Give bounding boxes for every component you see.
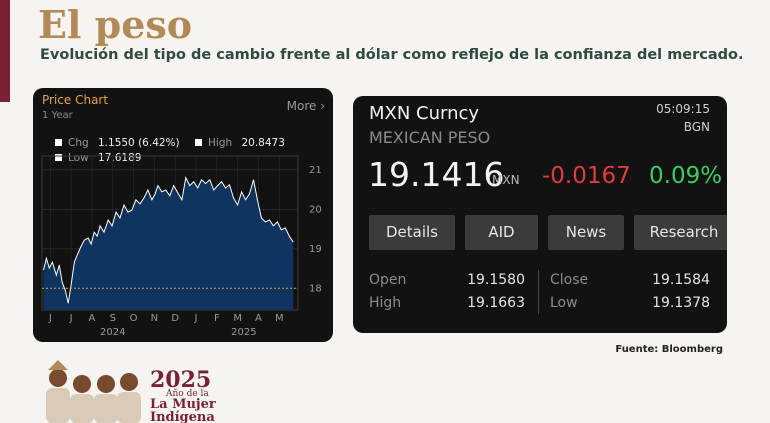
x-tick-label: M	[233, 313, 242, 324]
x-tick-label: N	[151, 313, 158, 324]
more-link[interactable]: More ›	[286, 99, 325, 113]
legend-label: Low	[68, 152, 89, 164]
legend-item: High 20.8473	[195, 137, 285, 149]
line	[43, 176, 294, 304]
legend-label: High	[208, 137, 233, 149]
legend-item: Low 17.6189	[55, 152, 141, 164]
x-tick-label: J	[69, 313, 73, 324]
x-tick-label: D	[171, 313, 179, 324]
legend-value: 17.6189	[98, 152, 142, 164]
x-tick-label: A	[255, 313, 262, 324]
stat-value: 19.1584	[652, 272, 710, 288]
logo-illustration	[46, 360, 141, 423]
symbol: MXN Curncy	[369, 103, 480, 124]
quote-card: MXN Curncy MEXICAN PESO 05:09:15 BGN 19.…	[353, 96, 727, 333]
x-tick-label: J	[194, 313, 198, 324]
x-year-label: 2024	[100, 327, 125, 338]
x-tick-label: A	[89, 313, 96, 324]
security-name: MEXICAN PESO	[369, 128, 491, 147]
logo-text: Indígena	[150, 410, 215, 423]
logo-text: La Mujer	[150, 397, 216, 412]
chart-title: Price Chart	[42, 93, 109, 107]
change: -0.0167	[542, 163, 631, 189]
change-percent: 0.09%	[649, 163, 723, 189]
price: 19.1416	[368, 155, 505, 194]
y-tick-label: 18	[309, 283, 322, 294]
legend-value: 20.8473	[241, 137, 285, 149]
currency: MXN	[492, 173, 520, 187]
source-note: Fuente: Bloomberg	[615, 344, 723, 355]
x-tick-label: F	[214, 313, 220, 324]
stat-label: Open	[369, 272, 407, 288]
legend-value: 1.1550 (6.42%)	[98, 137, 180, 149]
more-text[interactable]: More	[286, 99, 317, 113]
legend-label: Chg	[68, 137, 89, 149]
x-tick-label: J	[48, 313, 52, 324]
side-bar	[0, 0, 10, 102]
stat-value: 19.1378	[652, 295, 710, 311]
logo-text: Año de la	[166, 389, 209, 399]
stat-label: Low	[550, 295, 578, 311]
x-tick-label: M	[275, 313, 284, 324]
time: 05:09:15	[656, 102, 710, 116]
chart-period: 1 Year	[42, 110, 73, 121]
stat-label: Close	[550, 272, 589, 288]
x-tick-label: O	[130, 313, 138, 324]
y-tick-label: 21	[309, 165, 322, 176]
legend-item: Chg 1.1550 (6.42%)	[55, 137, 180, 149]
logo-year: 2025	[150, 367, 212, 393]
stat-label: High	[369, 295, 402, 311]
button[interactable]: Research	[634, 215, 727, 250]
stat-value: 19.1663	[467, 295, 525, 311]
y-tick-label: 20	[309, 204, 322, 215]
button[interactable]: News	[548, 215, 624, 250]
stat-value: 19.1580	[467, 272, 525, 288]
subtitle: Evolución del tipo de cambio frente al d…	[40, 47, 744, 63]
button[interactable]: AID	[465, 215, 538, 250]
chart: 18 19 20 21 J J A S O N D J F M A M 2024 2025	[41, 155, 322, 338]
button[interactable]: Details	[369, 215, 455, 250]
y-tick-label: 19	[309, 244, 322, 255]
pricing-source: BGN	[683, 120, 710, 134]
x-year-label: 2025	[231, 327, 256, 338]
price-chart-card: Price Chart 1 Year More › Chg 1.1550 (6.…	[33, 88, 333, 342]
divider	[538, 270, 539, 314]
title: El peso	[38, 2, 193, 47]
x-tick-label: S	[110, 313, 116, 324]
area	[43, 177, 294, 310]
